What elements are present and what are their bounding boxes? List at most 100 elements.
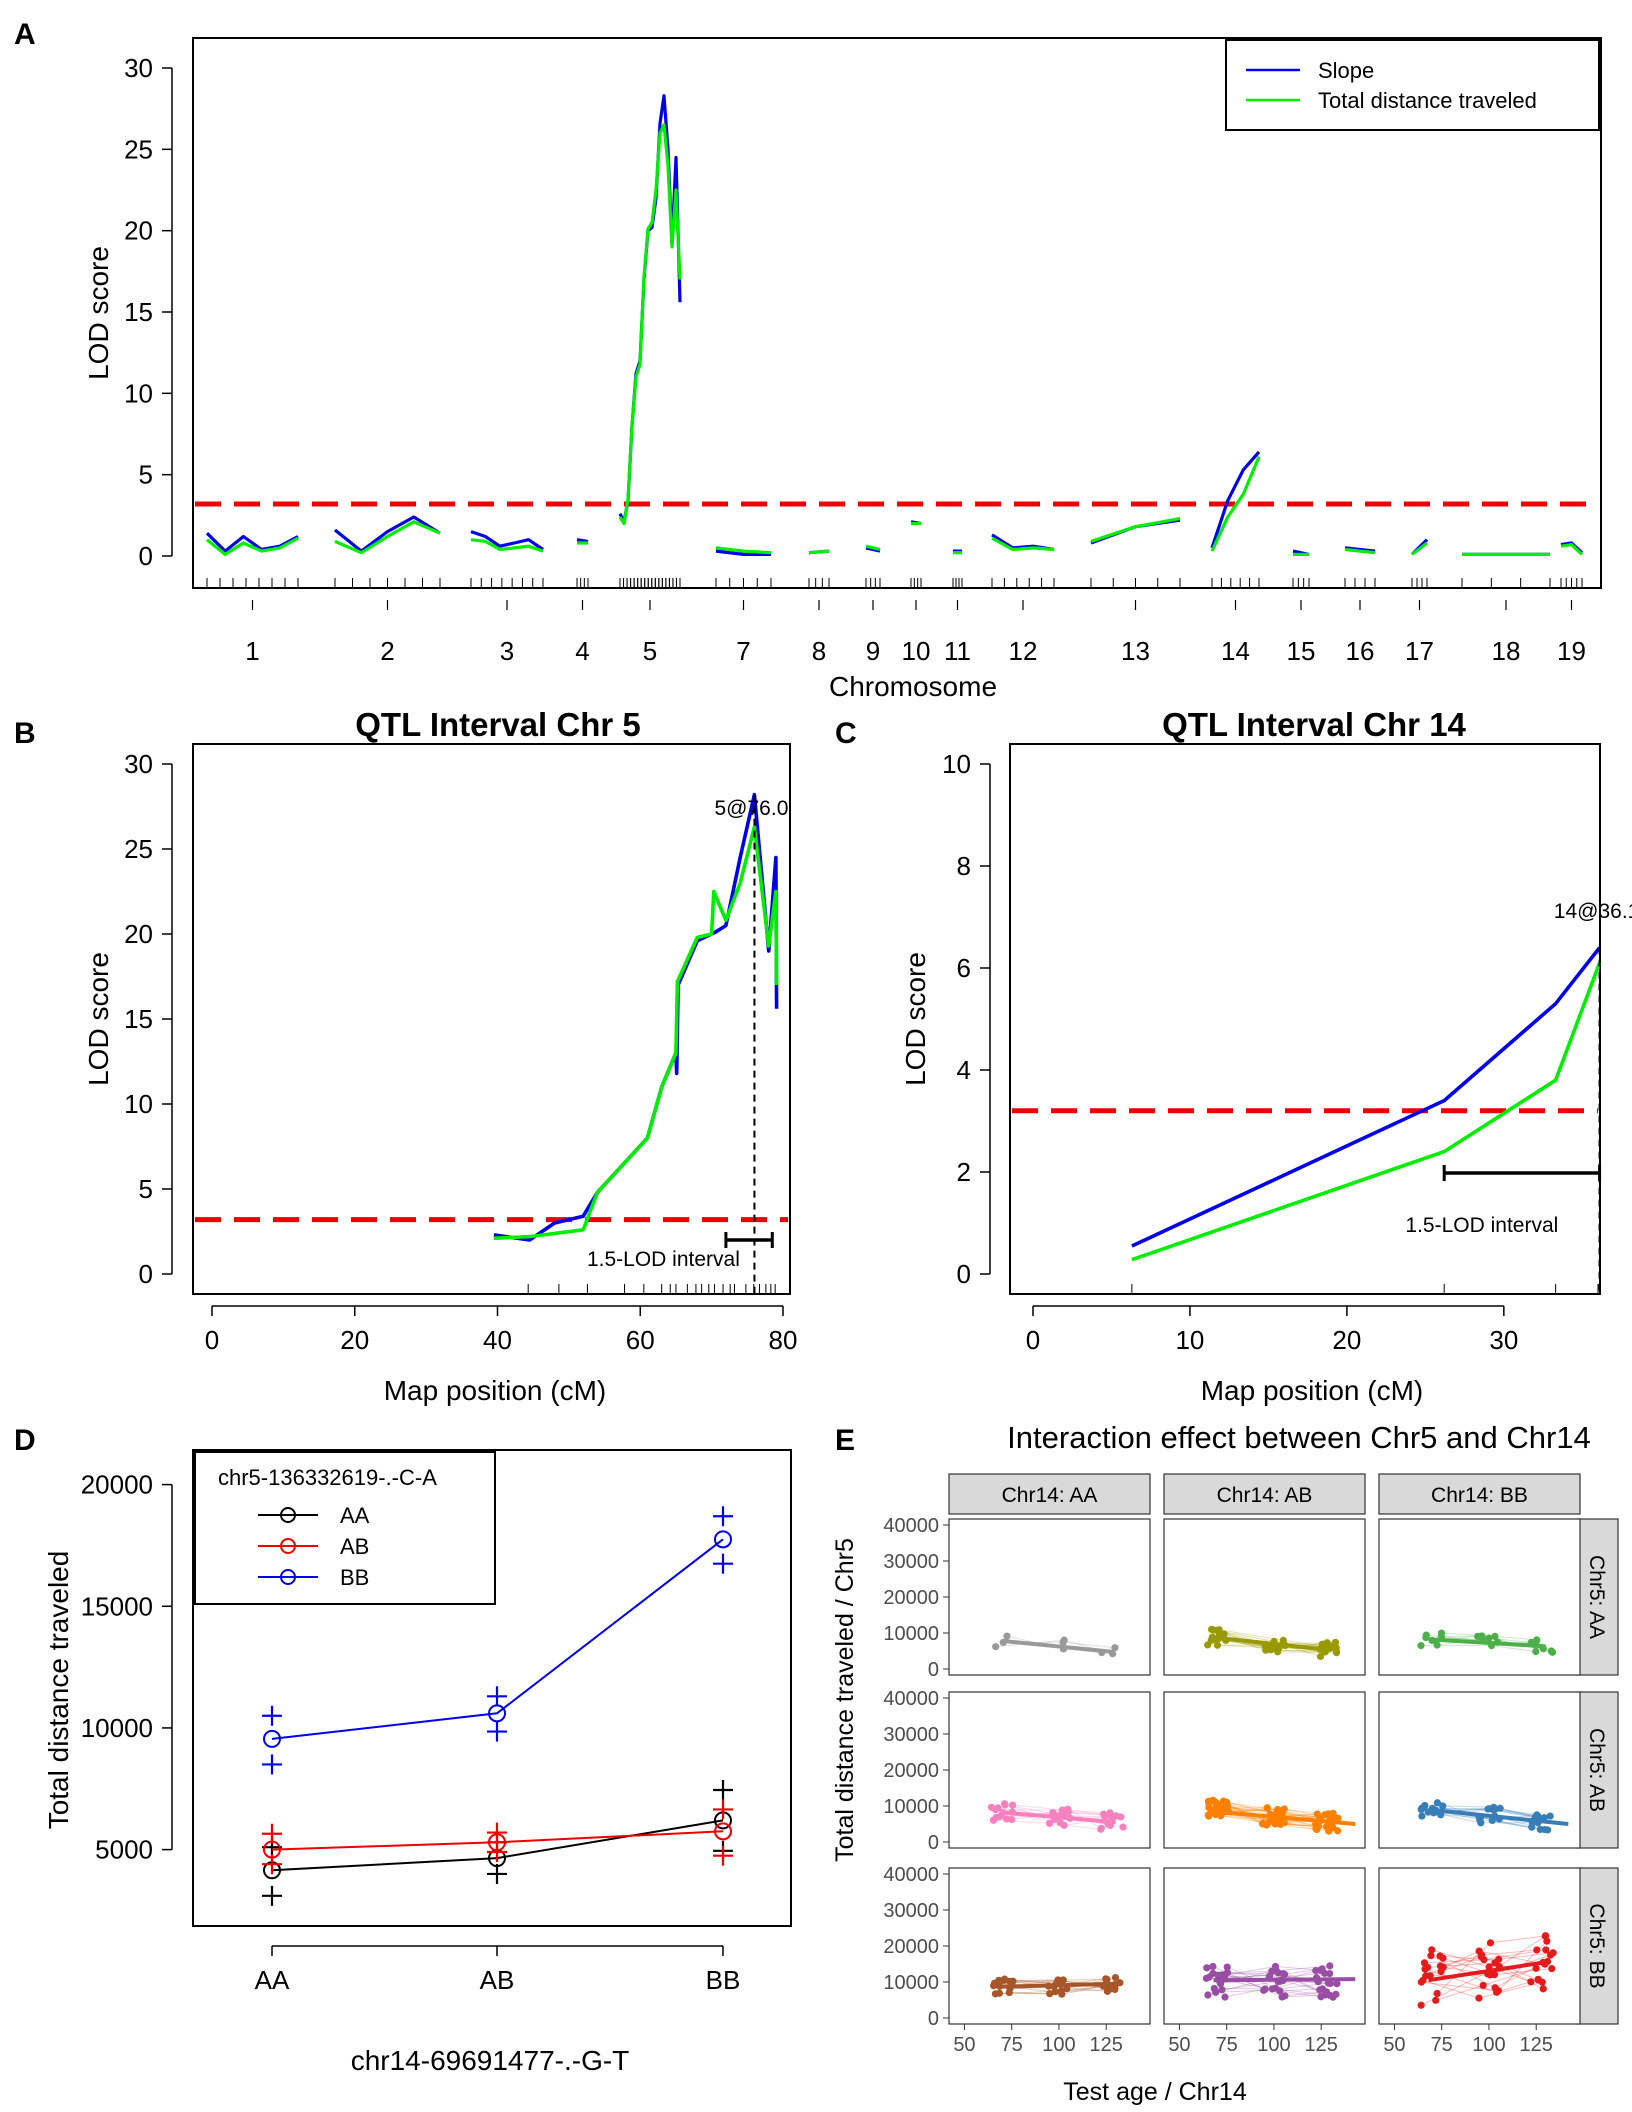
panel-e-title: Interaction effect between Chr5 and Chr1… [1007,1420,1591,1455]
slope-curve-segment [333,515,441,553]
y-tick-label: 30 [124,53,153,83]
data-point [1209,1962,1217,1971]
panel-b-x-label: Map position (cM) [384,1375,607,1406]
panel-a-legend-box [1225,39,1600,131]
data-point [1432,1996,1440,2004]
data-point [1426,1972,1434,1980]
facet-y-tick-label: 40000 [883,1688,939,1710]
chromosome-label: 9 [866,636,880,666]
legend-swatch-point [280,1507,296,1523]
slope-curve [1131,946,1602,1248]
fit-line [1002,1981,1116,1989]
panel-b-peak-label: 5@76.0 [715,797,789,820]
data-point [1204,1641,1212,1649]
facet-y-tick-label: 30000 [883,1724,939,1746]
facet-row-strip-label: Chr5: BB [1585,1903,1608,1988]
data-point [1485,1634,1493,1642]
panel-d-legend-items: AA AB BB [258,1503,370,1590]
data-point [1326,1962,1334,1970]
facet-x-tick-label: 50 [1383,2034,1405,2056]
data-point [1418,1812,1426,1820]
panel-b-title: QTL Interval Chr 5 [355,706,640,743]
data-point [1046,1990,1054,1998]
panel-b-y-axis: 0 5 10 15 20 25 30 [124,749,173,1289]
facet-cell-points [1204,1625,1341,1661]
facet-column-strip [1163,1473,1366,1515]
panel-a-marker-rug [206,578,1583,588]
y-tick-label: 15 [124,1004,153,1034]
data-point [1496,1804,1504,1812]
data-point [1003,1632,1011,1640]
data-point [1479,1981,1487,1990]
data-point [1433,1799,1441,1807]
facet-x-tick-label: 100 [1257,2034,1290,2056]
slope-curve-segment [1090,518,1181,545]
legend-total-label: Total distance traveled [1318,88,1537,113]
chromosome-label: 19 [1557,636,1586,666]
panel-c-y-label: LOD score [900,952,931,1086]
data-point [995,1976,1003,1984]
facet-cell-points [1417,1629,1557,1656]
data-point [1324,1979,1333,1987]
data-point [1276,1987,1284,1995]
facet-x-tick-label: 100 [1472,2034,1505,2056]
panel-b-y-label: LOD score [83,952,114,1086]
panel-e-facet-grid: Chr14: AA Chr14: AB Chr14: BB Chr5: AA Chr5:… [883,1473,1619,2056]
data-point [1210,1984,1218,1993]
total-distance-curve-segment [865,544,881,552]
facet-y-tick-label: 20000 [883,1587,939,1609]
panel-c-y-axis: 0 2 4 6 8 10 [942,749,991,1289]
facet-x-tick-label: 100 [1042,2034,1075,2056]
panel-b-interval-label: 1.5-LOD interval [587,1248,740,1271]
y-tick-label: 10 [124,1089,153,1119]
data-point [1544,1826,1552,1834]
total-distance-curve-segment [1090,517,1181,543]
data-point [1528,1823,1536,1831]
chromosome-label: 5 [643,636,657,666]
fit-line [1428,1807,1569,1826]
chromosome-label: 15 [1287,636,1316,666]
total-distance-curve-segment [1560,542,1584,556]
panel-d-series [262,1506,733,1906]
x-tick-label: 30 [1489,1325,1518,1355]
facet-y-tick-label: 0 [928,1659,939,1681]
y-tick-label: 0 [957,1259,971,1289]
panel-c: C QTL Interval Chr 14 0 2 4 6 8 10 0 10 20 30 LO… [835,706,1632,1406]
facet-y-tick-label: 30000 [883,1900,939,1922]
data-point [1332,1647,1341,1655]
chromosome-label: 1 [245,636,259,666]
data-point [1330,1641,1338,1649]
data-point [1280,1818,1288,1827]
facet-y-tick-label: 0 [928,2008,939,2030]
data-point [1539,1985,1547,1993]
series-line-BB [271,1538,724,1740]
data-point [1436,1962,1445,1970]
panel-e: E Interaction effect between Chr5 and Ch… [831,1420,1619,2106]
facet-y-tick-label: 40000 [883,1864,939,1886]
data-point [1422,1634,1430,1642]
fit-line [1213,1635,1331,1653]
data-point [1058,1809,1067,1817]
facet-cell-points [992,1632,1119,1658]
total-distance-curve-segment [205,536,299,557]
panel-a-legend: Slope Total distance traveled [1225,39,1600,131]
data-point [1329,1993,1337,2001]
data-point [1424,1963,1432,1971]
panel-d-y-axis: 5000 10000 15000 20000 [81,1470,173,1865]
facet-y-tick-label: 20000 [883,1760,939,1782]
y-tick-label: 15 [124,297,153,327]
slope-curve [493,792,779,1242]
panel-c-label: C [835,717,857,750]
panel-a-x-axis: 1 2 3 4 5 7 8 9 10 11 12 13 14 15 16 17 18 19 [245,600,1586,666]
panel-d: D 5000 10000 15000 20000 AA AB BB Total dista… [14,1424,792,2076]
data-point [1221,1993,1229,2001]
data-point [1478,1951,1486,1959]
data-point [1542,1946,1550,1954]
x-tick-label: 60 [626,1325,655,1355]
facet-cell-points [1202,1962,1356,2001]
panel-c-lod-curves [1131,946,1602,1262]
y-tick-label: 10 [942,749,971,779]
total-distance-curve-segment [1411,541,1428,556]
fit-line [1428,1960,1546,1983]
